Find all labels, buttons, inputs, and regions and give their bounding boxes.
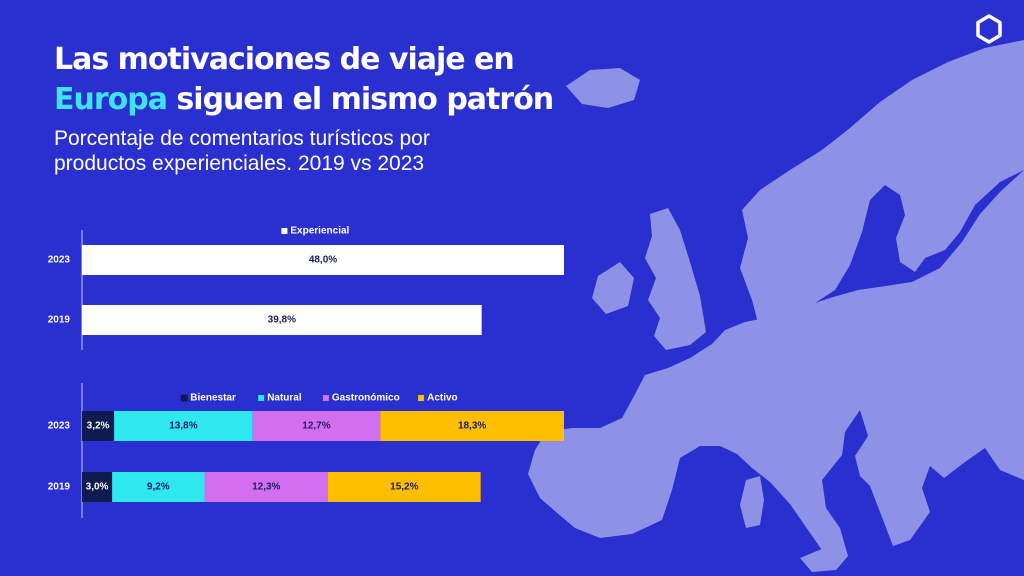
title-highlight: Europa <box>54 82 168 117</box>
legend-swatch <box>180 394 188 402</box>
category-label: 2019 <box>48 315 71 326</box>
bar <box>82 411 115 441</box>
subtitle-line1: Porcentaje de comentarios turísticos por <box>54 127 430 150</box>
data-label: 39,8% <box>268 315 296 326</box>
map-ireland <box>592 262 634 314</box>
category-label: 2019 <box>48 482 71 493</box>
hexagon-logo-icon <box>976 14 1002 44</box>
legend-label: Experiencial <box>290 226 349 237</box>
data-label: 12,7% <box>302 421 330 432</box>
category-label: 2023 <box>48 255 71 266</box>
title-line1: Las motivaciones de viaje en <box>54 42 515 77</box>
bar <box>328 472 481 502</box>
map-sicily <box>800 548 848 572</box>
category-label: 2023 <box>48 421 71 432</box>
map-great-britain <box>645 208 706 350</box>
legend-label: Gastronómico <box>332 393 400 404</box>
legend-label: Natural <box>267 393 302 404</box>
data-label: 48,0% <box>309 255 337 266</box>
map-sardinia <box>740 476 764 528</box>
legend-swatch <box>322 395 329 401</box>
map-iceland <box>566 68 640 108</box>
legend-label: Activo <box>427 393 458 404</box>
data-label: 9,2% <box>147 482 170 493</box>
data-label: 15,2% <box>390 482 418 493</box>
subtitle-line2: productos experienciales. 2019 vs 2023 <box>54 152 425 175</box>
bar <box>82 245 564 275</box>
page-subtitle: Porcentaje de comentarios turísticos por… <box>54 126 554 176</box>
legend-swatch <box>418 395 425 401</box>
bar <box>204 472 329 502</box>
page-title: Las motivaciones de viaje en Europa sigue… <box>54 40 614 120</box>
legend-swatch <box>281 228 288 234</box>
bar <box>380 411 564 441</box>
data-label: 3,2% <box>87 421 110 432</box>
legend-swatch <box>258 395 265 401</box>
bar <box>114 411 253 441</box>
bar <box>252 411 381 441</box>
data-label: 13,8% <box>169 421 197 432</box>
bar <box>112 472 205 502</box>
map-scandinavia <box>740 40 1024 330</box>
legend-label: Bienestar <box>190 393 236 404</box>
bar <box>82 472 113 502</box>
data-label: 18,3% <box>458 421 486 432</box>
data-label: 3,0% <box>86 482 109 493</box>
bar <box>82 305 482 335</box>
map-mainland <box>528 170 1024 556</box>
title-rest: siguen el mismo patrón <box>166 82 554 117</box>
data-label: 12,3% <box>252 482 280 493</box>
